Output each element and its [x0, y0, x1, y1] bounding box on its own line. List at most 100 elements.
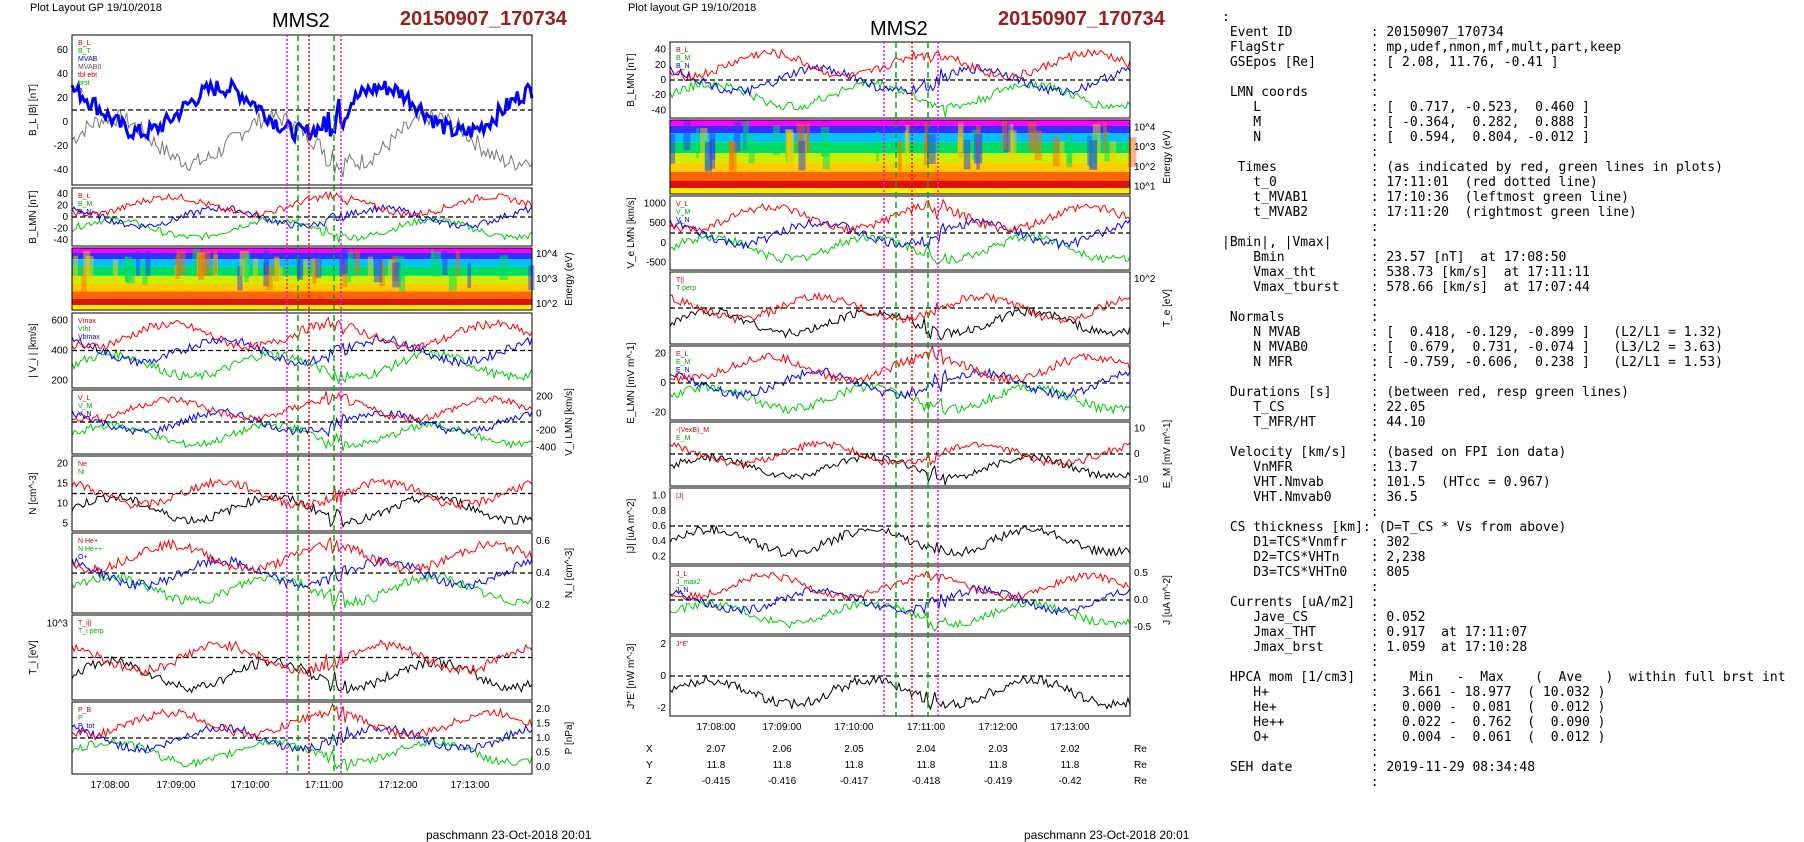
x-tick-label: 17:12:00: [979, 722, 1018, 733]
info-line: Velocity [km/s] : (based on FPI ion data…: [1222, 445, 1567, 460]
spectrogram-patch: [700, 127, 708, 158]
spectrogram-patch: [354, 249, 360, 275]
position-value: -0.418: [912, 776, 941, 787]
x-tick-label: 17:13:00: [451, 780, 490, 791]
panel-7: 0.6 0.4 0.2 N_i [cm^-3] N He+N He++O+: [71, 532, 575, 614]
info-line: :: [1222, 430, 1379, 445]
info-line: CS thickness [km]: (D=T_CS * Vs from abo…: [1222, 520, 1567, 535]
position-row-label: Z: [646, 776, 652, 787]
legend-entry: V_L: [676, 201, 689, 208]
y-tick-label: 10^2: [1134, 162, 1156, 173]
y-tick-label: -40: [54, 165, 69, 176]
spectrogram-band: [72, 283, 532, 292]
y-tick-label: 20: [57, 93, 69, 104]
spectrogram-band: [72, 305, 532, 310]
legend-entry: B_M: [676, 55, 691, 62]
legend-entry: MVAB0: [78, 64, 101, 71]
info-line: Times : (as indicated by red, green line…: [1222, 160, 1723, 175]
y-tick-label: 10^1: [1134, 182, 1156, 193]
panel-frame: [71, 187, 533, 247]
info-line: FlagStr : mp,udef,nmon,mf,mult,part,keep: [1222, 40, 1622, 55]
spectrogram-patch: [142, 260, 148, 286]
spectrogram-patch: [710, 139, 716, 169]
y-tick-label: 10: [1134, 423, 1146, 434]
spectrogram-patch: [1089, 140, 1098, 170]
position-value: 11.8: [845, 760, 864, 771]
panel-frame: [669, 41, 1131, 119]
legend-entry: V_M: [676, 209, 691, 216]
panel-frame: [669, 635, 1131, 717]
spectrogram-patch: [83, 250, 90, 276]
info-line: T_MFR/HT : 44.10: [1222, 415, 1426, 430]
y-tick-label: 0.6: [536, 536, 550, 547]
spectrogram-patch: [244, 252, 251, 278]
spectrogram-patch: [696, 128, 700, 158]
position-value: -0.416: [768, 776, 797, 787]
legend-entry: Ne: [78, 461, 87, 468]
info-line: L : [ 0.717, -0.523, 0.460 ]: [1222, 100, 1590, 115]
panel-3: 10^4 10^3 10^2 Energy (eV): [71, 247, 575, 311]
spectrogram-patch: [341, 248, 348, 274]
position-value: 2.04: [916, 744, 936, 755]
legend-entry: B_T: [78, 48, 92, 55]
legend-entry: V_N: [78, 411, 92, 418]
y-tick-label: 10^3: [536, 274, 558, 285]
panel-frame: [669, 345, 1131, 421]
spectrogram-patch: [442, 250, 448, 276]
position-value: 2.07: [706, 744, 726, 755]
spectrogram-band: [670, 125, 1130, 134]
legend-entry: P_B: [78, 707, 92, 714]
spectrogram-patch: [252, 258, 258, 284]
x-tick-label: 17:09:00: [763, 722, 802, 733]
legend-entry: MVAB: [78, 56, 98, 63]
legend-entry: N He+: [78, 538, 98, 545]
info-line: Durations [s] : (between red, resp green…: [1222, 385, 1629, 400]
position-value: -0.419: [984, 776, 1013, 787]
info-line: Vmax_tht : 538.73 [km/s] at 17:11:11: [1222, 265, 1590, 280]
info-line: :: [1222, 745, 1379, 760]
y-tick-label: -400: [536, 443, 556, 454]
y-tick-label: -200: [536, 426, 556, 437]
info-line: D2=TCS*VHTn : 2,238: [1222, 550, 1426, 565]
series-line: [71, 536, 533, 574]
y-tick-label: 0.8: [652, 506, 666, 517]
legend-entry: E_N: [676, 367, 690, 374]
x-tick-label: 17:10:00: [835, 722, 874, 733]
legend-entry: Vtht: [78, 326, 91, 333]
legend-entry: T_i||: [78, 620, 92, 627]
y-tick-label: -2: [657, 703, 666, 714]
legend-entry: T||: [676, 277, 684, 284]
info-line: :: [1222, 505, 1379, 520]
info-line: :: [1222, 145, 1379, 160]
info-line: SEH date : 2019-11-29 08:34:48: [1222, 760, 1536, 775]
y-tick-label: 0.2: [652, 551, 666, 562]
spectrogram-patch: [237, 265, 243, 291]
position-unit: Re: [1134, 776, 1147, 787]
position-value: 11.8: [773, 760, 792, 771]
spectrogram-patch: [499, 255, 509, 280]
legend-entry: T perp: [676, 285, 696, 292]
panel-frame: [669, 271, 1131, 345]
spectrogram-patch: [467, 263, 472, 288]
spectrogram-patch: [897, 140, 902, 171]
x-tick-label: 17:10:00: [231, 780, 270, 791]
panel-7: 1.0 0.8 0.6 0.4 0.2 |J| [uA m^-2] |J|: [626, 487, 1131, 565]
y-tick-label: -40: [652, 105, 667, 116]
y-tick-label: 1000: [644, 198, 667, 209]
y-axis-label: J [uA m^-2]: [1162, 575, 1173, 625]
spectrogram-patch: [387, 259, 395, 285]
info-line: D3=TCS*VHTn0 : 805: [1222, 565, 1410, 580]
legend-entry: -(VexB)_M: [676, 427, 709, 434]
legend-entry: J_L: [676, 571, 687, 578]
spectrogram-patch: [1027, 121, 1037, 152]
info-line: N MVAB : [ 0.418, -0.129, -0.899 ] (L2/L…: [1222, 325, 1723, 340]
legend-entry: J_N: [676, 587, 688, 594]
position-unit: Re: [1134, 744, 1147, 755]
spectrogram-patch: [73, 255, 78, 281]
spectrogram-patch: [820, 126, 830, 157]
legend-entry: Ni: [78, 469, 85, 476]
y-tick-label: 0: [62, 117, 68, 128]
y-tick-label: 0: [660, 671, 666, 682]
